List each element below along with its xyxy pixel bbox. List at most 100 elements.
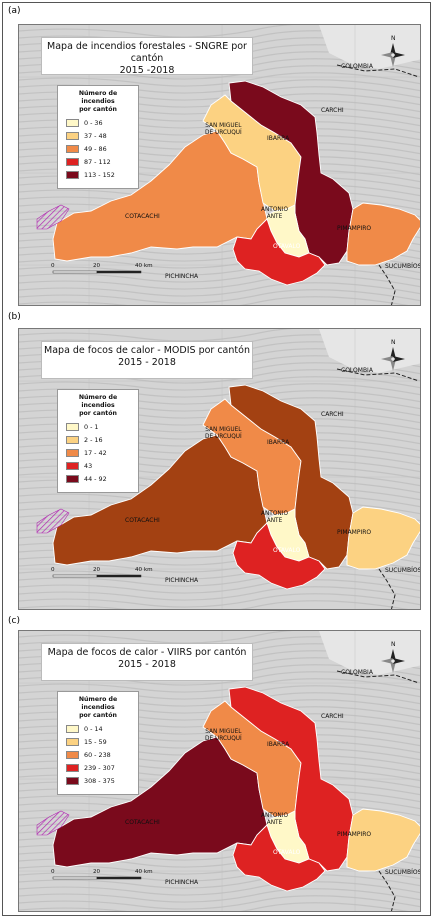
scale-bar-segment xyxy=(52,574,98,578)
relief-hatch xyxy=(19,282,420,297)
label-pichincha: PICHINCHA xyxy=(165,577,199,584)
label-sucumbios: SUCUMBÍOS xyxy=(385,869,421,876)
border-line xyxy=(336,64,420,78)
hatched-area xyxy=(36,204,70,230)
label-cotacachi: COTACACHI xyxy=(125,819,160,826)
label-pimampiro: PIMAMPIRO xyxy=(337,831,372,838)
legend-swatch xyxy=(66,475,79,483)
legend-item: 17 - 42 xyxy=(58,447,138,460)
relief-hatch xyxy=(19,275,420,290)
legend-label: 113 - 152 xyxy=(84,171,115,179)
legend-swatch xyxy=(66,777,79,785)
scale-label-end: 40 km xyxy=(135,869,153,875)
legend-swatch xyxy=(66,764,79,772)
label-pichincha: PICHINCHA xyxy=(165,273,199,280)
label-north: N xyxy=(391,641,396,648)
legend-swatch xyxy=(66,423,79,431)
border-line xyxy=(378,264,396,305)
relief-hatch xyxy=(19,902,409,911)
relief-hatch xyxy=(19,888,420,903)
legend-item: 0 - 1 xyxy=(58,421,138,434)
label-line: ANTONIO xyxy=(261,511,289,517)
legend-title: Número de incendios por cantón xyxy=(58,390,138,421)
legend-swatch xyxy=(66,738,79,746)
label-antonio-ante: ANTONIO ANTE xyxy=(261,511,288,525)
scale-label-zero: 0 xyxy=(51,869,55,875)
label-line: ANTONIO xyxy=(261,813,289,819)
canton-ibarra xyxy=(228,686,354,872)
relief-hatch xyxy=(19,874,420,889)
label-otavalo: OTAVALO xyxy=(273,849,301,856)
label-otavalo: OTAVALO xyxy=(273,243,301,250)
legend-title-line: Número de incendios xyxy=(78,90,118,105)
legend-title-line: Número de incendios xyxy=(78,696,118,711)
legend-item: 44 - 92 xyxy=(58,473,138,486)
canton-pimampiro xyxy=(346,506,420,570)
legend-title: Número de incendios por cantón xyxy=(58,86,138,117)
scale-bar-segment xyxy=(52,876,98,880)
label-line: SAN MIGUEL xyxy=(205,729,242,735)
label-north: N xyxy=(391,35,396,42)
label-north: N xyxy=(391,339,396,346)
map-title-year: 2015 -2018 xyxy=(119,65,175,76)
map-title-line: Mapa de focos de calor - MODIS por cantó… xyxy=(44,345,250,356)
legend-label: 0 - 1 xyxy=(84,423,99,431)
legend-swatch xyxy=(66,145,79,153)
label-line: SAN MIGUEL xyxy=(205,427,242,433)
map-title-year: 2015 - 2018 xyxy=(118,357,176,368)
north-arrow-icon xyxy=(381,649,405,673)
legend-item: 239 - 307 xyxy=(58,762,138,775)
label-san-miguel: SAN MIGUEL DE URCUQUÍ xyxy=(205,123,242,137)
canton-otavalo xyxy=(232,824,326,892)
scale-label-zero: 0 xyxy=(51,567,55,573)
legend-swatch xyxy=(66,436,79,444)
legend-label: 87 - 112 xyxy=(84,158,111,166)
label-pimampiro: PIMAMPIRO xyxy=(337,529,372,536)
relief-hatch xyxy=(19,586,420,601)
canton-pimampiro xyxy=(346,202,420,266)
legend-label: 37 - 48 xyxy=(84,132,107,140)
legend: Número de incendios por cantón 0 - 14 15 - … xyxy=(57,691,139,795)
scale-label-zero: 0 xyxy=(51,263,55,269)
legend: Número de incendios por cantón 0 - 1 2 - 16… xyxy=(57,389,139,493)
canton-otavalo xyxy=(232,218,326,286)
label-carchi: CARCHI xyxy=(321,411,344,418)
north-arrow-icon xyxy=(381,347,405,371)
legend-item: 0 - 14 xyxy=(58,723,138,736)
legend-title-line: Número de incendios xyxy=(78,394,118,409)
scale-bar-segment xyxy=(52,270,98,274)
legend-label: 43 xyxy=(84,462,93,470)
label-cotacachi: COTACACHI xyxy=(125,517,160,524)
label-san-miguel: SAN MIGUEL DE URCUQUÍ xyxy=(205,427,242,441)
label-line: DE URCUQUÍ xyxy=(205,130,242,136)
legend-swatch xyxy=(66,171,79,179)
label-antonio-ante: ANTONIO ANTE xyxy=(261,207,288,221)
scale-label-end: 40 km xyxy=(135,263,153,269)
canton-otavalo xyxy=(232,522,326,590)
canton-ibarra xyxy=(228,384,354,570)
label-line: SAN MIGUEL xyxy=(205,123,242,129)
legend-item: 308 - 375 xyxy=(58,775,138,788)
legend-label: 60 - 238 xyxy=(84,751,111,759)
relief-hatch xyxy=(19,600,409,609)
border-line xyxy=(336,670,420,684)
label-carchi: CARCHI xyxy=(321,107,344,114)
legend-swatch xyxy=(66,119,79,127)
label-line: ANTONIO xyxy=(261,207,289,213)
panel-letter: (a) xyxy=(8,6,21,16)
map-title: Mapa de focos de calor - VIIRS por cantó… xyxy=(41,643,253,681)
label-line: DE URCUQUÍ xyxy=(205,434,242,440)
label-line: DE URCUQUÍ xyxy=(205,736,242,742)
legend-swatch xyxy=(66,751,79,759)
legend-item: 2 - 16 xyxy=(58,434,138,447)
relief-hatch xyxy=(19,268,420,283)
label-ibarra: IBARRA xyxy=(267,135,290,142)
label-line: ANTE xyxy=(266,820,283,826)
legend-item: 60 - 238 xyxy=(58,749,138,762)
legend-swatch xyxy=(66,158,79,166)
hatched-area xyxy=(36,810,70,836)
legend-item: 113 - 152 xyxy=(58,169,138,182)
legend-item: 15 - 59 xyxy=(58,736,138,749)
canton-pimampiro xyxy=(346,808,420,872)
scale-bar-segment xyxy=(96,876,142,880)
